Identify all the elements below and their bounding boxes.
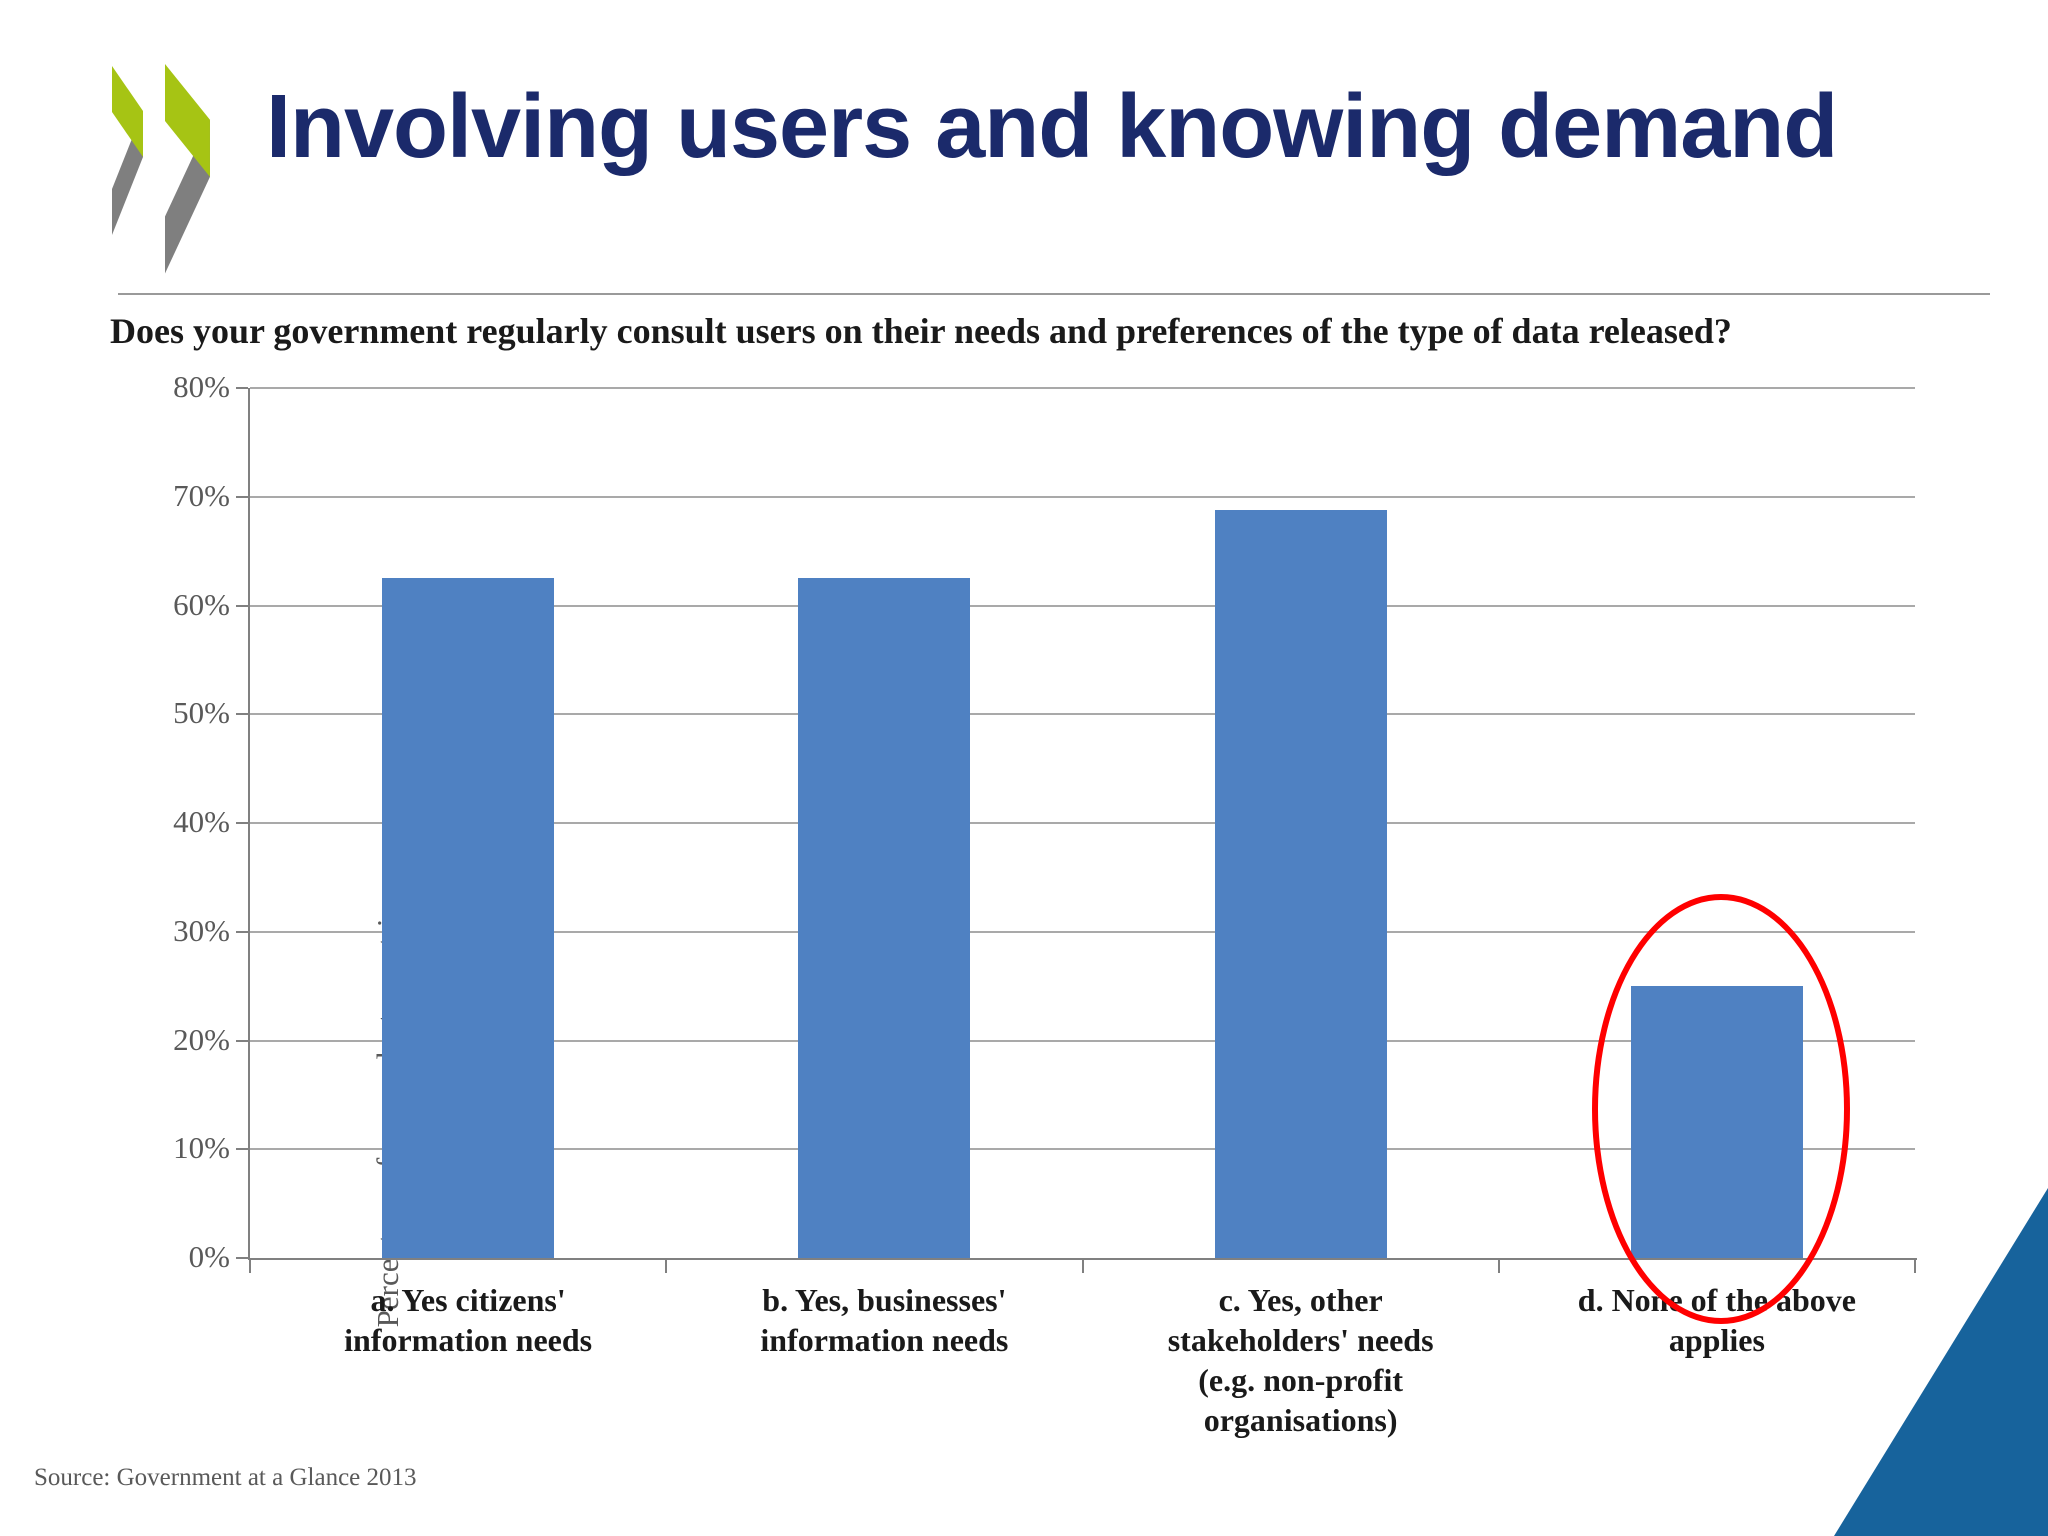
gridline-70% [250, 495, 1915, 498]
y-tick-label-20%: 20% [173, 1021, 230, 1057]
y-tick-label-30%: 30% [173, 912, 230, 948]
x-tick-mark-0 [249, 1260, 251, 1273]
logo-chevron-small-green [112, 66, 143, 157]
bar-category-2 [798, 578, 971, 1258]
logo-chevron-large [165, 64, 210, 274]
gridline-20% [250, 1039, 1915, 1042]
y-axis-line [248, 388, 250, 1260]
y-tick-mark-60% [236, 604, 248, 607]
x-tick-mark-3 [1497, 1260, 1500, 1273]
x-tick-mark-1 [665, 1260, 668, 1273]
x-category-label-2: b. Yes, businesses' information needs [760, 1282, 1009, 1358]
y-tick-mark-50% [236, 713, 248, 716]
bar-category-3 [1214, 509, 1387, 1258]
y-tick-mark-10% [236, 1148, 248, 1151]
y-tick-mark-20% [236, 1039, 248, 1042]
y-tick-label-10%: 10% [173, 1130, 230, 1166]
y-tick-mark-80% [236, 387, 248, 389]
y-tick-mark-30% [236, 930, 248, 933]
x-category-label-3: c. Yes, other stakeholders' needs (e.g. … [1167, 1282, 1434, 1438]
x-category-label-1: a. Yes citizens' information needs [344, 1282, 593, 1358]
oecd-chevrons-logo [112, 64, 210, 274]
y-tick-label-80%: 80% [173, 369, 230, 404]
x-tick-mark-4 [1914, 1260, 1916, 1273]
gridline-80% [250, 387, 1915, 389]
y-tick-label-0%: 0% [188, 1239, 230, 1274]
logo-chevron-small [112, 66, 143, 235]
y-tick-mark-0% [236, 1257, 248, 1259]
gridline-50% [250, 713, 1915, 716]
gridline-30% [250, 930, 1915, 933]
x-axis-line [248, 1258, 1917, 1260]
y-tick-label-50%: 50% [173, 695, 230, 731]
y-tick-label-60%: 60% [173, 586, 230, 622]
gridline-60% [250, 604, 1915, 607]
gridline-10% [250, 1148, 1915, 1151]
chart-question-title: Does your government regularly consult u… [110, 311, 1732, 351]
source-note: Source: Government at a Glance 2013 [34, 1464, 417, 1491]
page-title: Involving users and knowing demand [266, 77, 1838, 177]
title-divider [118, 293, 1990, 295]
gridline-40% [250, 822, 1915, 824]
logo-chevron-large-green [165, 64, 210, 177]
y-tick-label-70%: 70% [173, 477, 230, 513]
x-tick-mark-2 [1081, 1260, 1084, 1273]
bar-category-1 [382, 578, 555, 1258]
highlight-ellipse-annotation [1592, 894, 1850, 1324]
y-tick-mark-70% [236, 495, 248, 498]
y-tick-label-40%: 40% [173, 804, 230, 839]
category-labels-row: a. Yes citizens' information needs b. Yes… [250, 1280, 1915, 1480]
y-tick-mark-40% [236, 822, 248, 824]
